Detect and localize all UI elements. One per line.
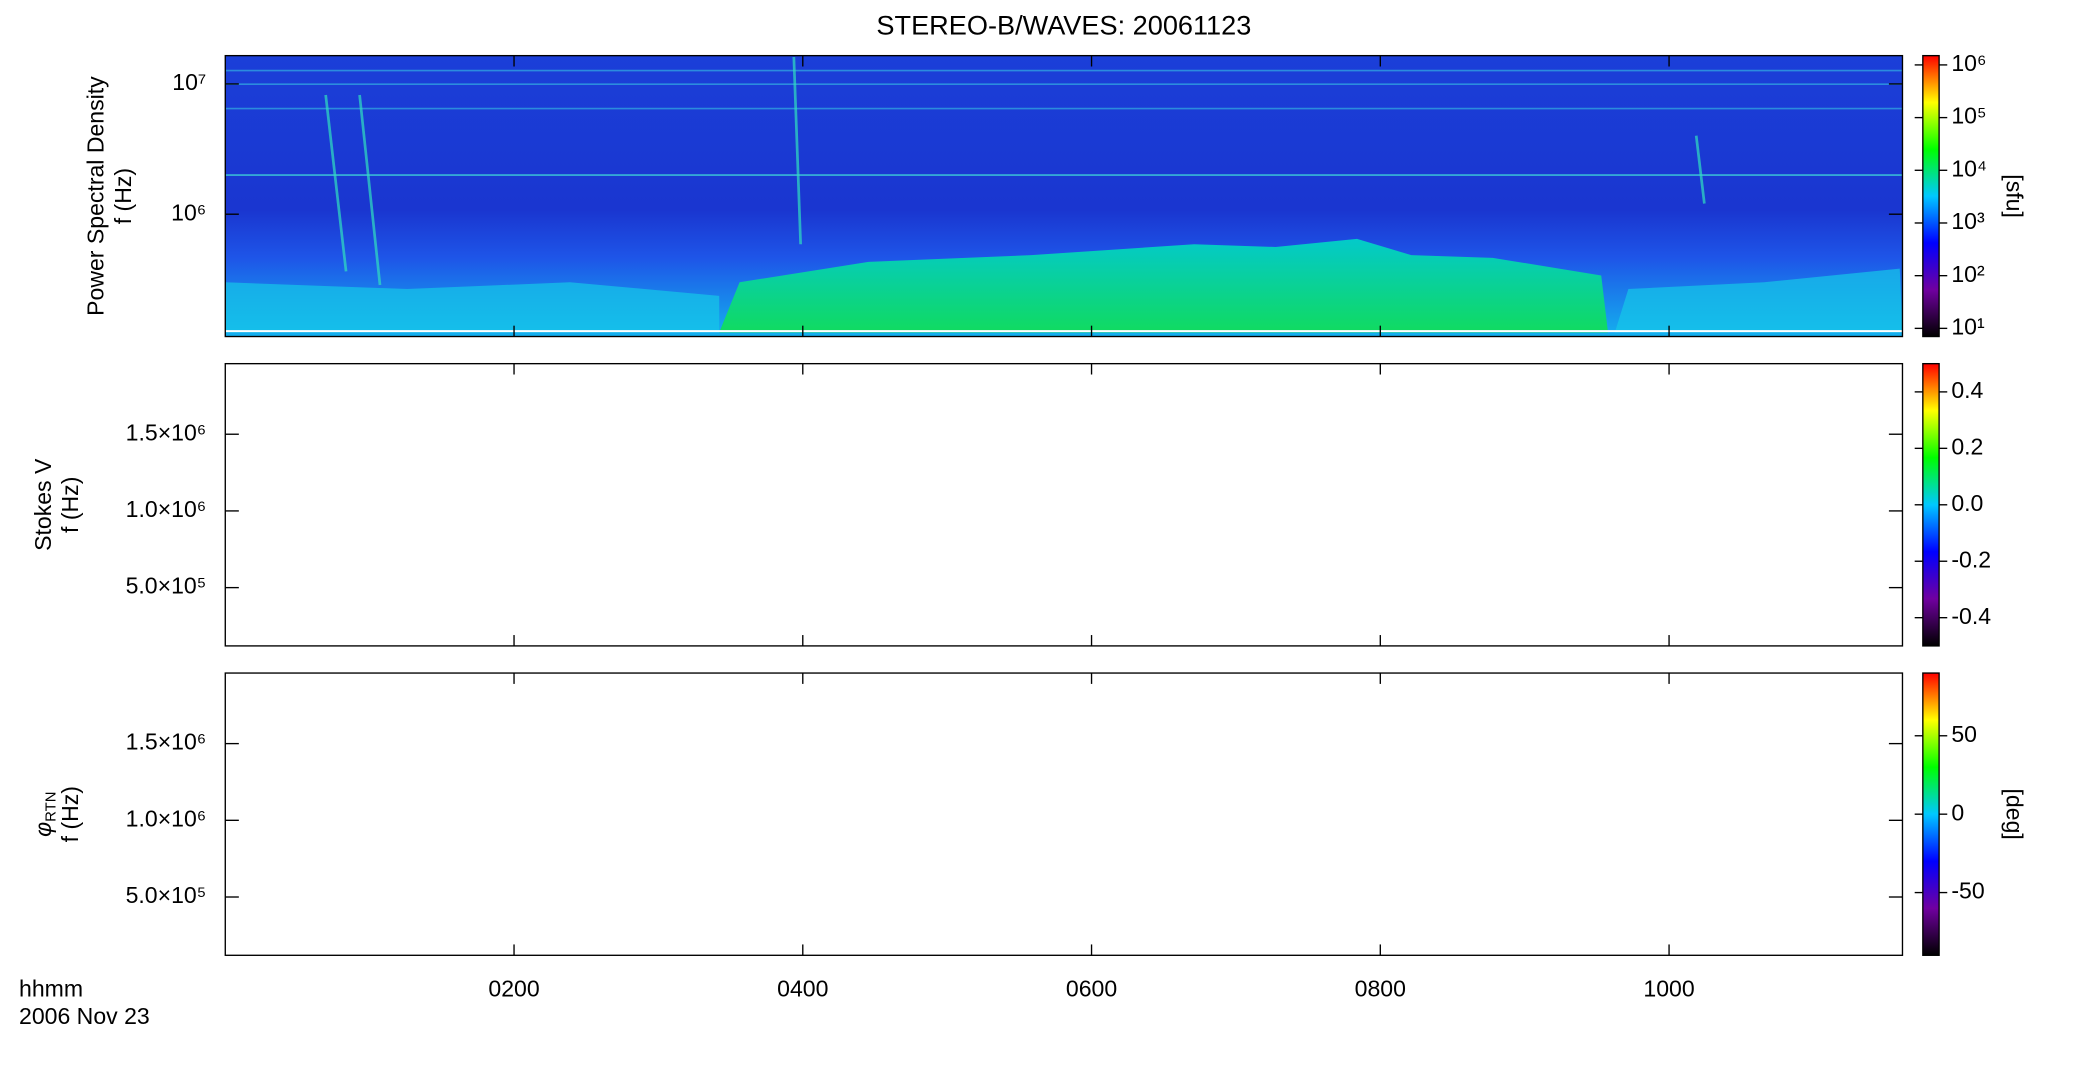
- colorbar-tick-label: 50: [1951, 721, 1977, 747]
- spectrogram-emission: [719, 238, 1609, 333]
- x-axis-label: hhmm: [19, 976, 83, 1002]
- colorbar-tick-label: 0.2: [1951, 433, 1983, 459]
- x-tick-label: 0800: [1355, 976, 1406, 1002]
- spectrogram-emission: [225, 268, 1903, 333]
- y-tick-label: 1.0×10⁶: [126, 805, 207, 831]
- y-tick-label: 5.0×10⁵: [126, 882, 207, 908]
- colorbar-tick-label: 10²: [1951, 261, 1985, 287]
- spectrogram-burst: [324, 94, 348, 272]
- spectrogram-burst: [1694, 135, 1706, 204]
- date-label: 2006 Nov 23: [19, 1003, 150, 1029]
- x-tick-label: 0600: [1066, 976, 1117, 1002]
- title: STEREO-B/WAVES: 20061123: [876, 9, 1251, 40]
- colorbar-tick-label: 10¹: [1951, 313, 1985, 339]
- colorbar-tick-label: 0.4: [1951, 377, 1983, 403]
- colorbar-tick-label: 10³: [1951, 208, 1985, 234]
- colorbar: [1922, 672, 1940, 956]
- colorbar-tick-label: -0.2: [1951, 546, 1991, 572]
- y-axis-label-main: Power Spectral Density: [83, 76, 109, 316]
- colorbar: [1922, 54, 1940, 338]
- y-tick-label: 10⁶: [171, 199, 206, 225]
- plot-frame: [224, 672, 1904, 956]
- y-axis-label-main: φ: [30, 822, 56, 837]
- colorbar-tick-label: 10⁵: [1951, 103, 1986, 129]
- plot-frame: [224, 54, 1904, 338]
- colorbar-tick-label: 0.0: [1951, 490, 1983, 516]
- colorbar: [1922, 362, 1940, 647]
- y-axis-label-2: f (Hz): [110, 168, 136, 224]
- y-tick-label: 10⁷: [172, 69, 206, 95]
- y-axis-label-main: Stokes V: [30, 458, 56, 551]
- spectrogram-burst: [358, 94, 382, 286]
- plot-frame: [224, 362, 1904, 647]
- y-tick-label: 1.0×10⁶: [126, 496, 207, 522]
- colorbar-label: [deg]: [2001, 789, 2027, 840]
- y-axis-label-sub: RTN: [43, 791, 60, 821]
- y-axis-label-2: f (Hz): [57, 786, 83, 842]
- x-tick-label: 1000: [1643, 976, 1694, 1002]
- x-tick-label: 0200: [488, 976, 539, 1002]
- y-tick-label: 1.5×10⁶: [126, 729, 207, 755]
- colorbar-tick-label: -50: [1951, 878, 1984, 904]
- spectrogram-burst: [792, 56, 802, 245]
- y-axis-label: Stokes V: [30, 458, 56, 551]
- y-axis-label: φRTN: [30, 791, 60, 836]
- colorbar-tick-label: 0: [1951, 799, 1964, 825]
- y-tick-label: 1.5×10⁶: [126, 419, 207, 445]
- y-axis-label: Power Spectral Density: [83, 76, 109, 316]
- colorbar-tick-label: 10⁶: [1951, 50, 1986, 76]
- y-tick-label: 5.0×10⁵: [126, 573, 207, 599]
- colorbar-tick-label: -0.4: [1951, 603, 1991, 629]
- colorbar-tick-label: 10⁴: [1951, 155, 1987, 181]
- colorbar-label: [sfu]: [2001, 174, 2027, 218]
- x-tick-label: 0400: [777, 976, 828, 1002]
- y-axis-label-2: f (Hz): [57, 477, 83, 533]
